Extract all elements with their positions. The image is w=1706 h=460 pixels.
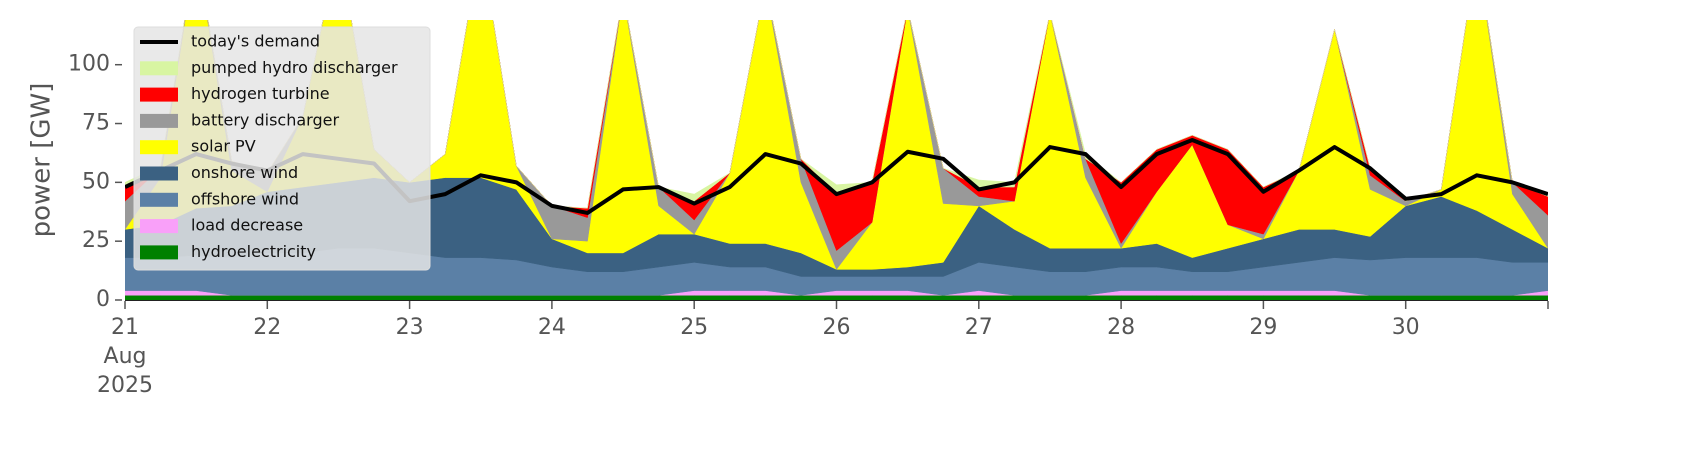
y-tick-label: 100 xyxy=(68,52,110,77)
x-tick-label: 22 xyxy=(253,315,282,340)
legend-label: onshore wind xyxy=(191,163,298,182)
x-tick-label: 26 xyxy=(822,315,851,340)
x-tick-label: 30 xyxy=(1391,315,1420,340)
area xyxy=(125,295,1548,301)
x-tick-label: 28 xyxy=(1107,315,1136,340)
axes: 0 25 50 75 100 xyxy=(68,52,1549,312)
y-tick-label: 75 xyxy=(82,111,110,136)
legend-label: pumped hydro discharger xyxy=(191,58,398,77)
y-tick-label: 25 xyxy=(82,228,110,253)
x-tick-label: 27 xyxy=(964,315,993,340)
y-tick-label: 0 xyxy=(96,287,110,312)
legend-swatch xyxy=(140,245,178,260)
legend-swatch xyxy=(140,192,178,207)
legend-label: offshore wind xyxy=(191,189,299,208)
x-tick-label: 29 xyxy=(1249,315,1278,340)
legend-swatch xyxy=(140,140,178,155)
legend-label: today's demand xyxy=(191,32,320,51)
legend-swatch xyxy=(140,113,178,128)
x-tick-label: 24 xyxy=(537,315,566,340)
legend-label: solar PV xyxy=(191,137,256,156)
legend-label: load decrease xyxy=(191,216,303,235)
legend-swatch xyxy=(140,87,178,102)
x-tick-label: 25 xyxy=(680,315,709,340)
legend-swatch xyxy=(140,61,178,76)
legend-box xyxy=(133,26,431,271)
legend-swatch xyxy=(140,166,178,181)
x-tick-label: 23 xyxy=(395,315,424,340)
y-tick-label: 50 xyxy=(82,169,110,194)
legend-label: hydroelectricity xyxy=(191,242,316,261)
legend-label: battery discharger xyxy=(191,110,339,129)
legend-label: hydrogen turbine xyxy=(191,84,330,103)
legend: today's demand pumped hydro discharger hyd… xyxy=(133,26,431,271)
y-axis-label: power [GW] xyxy=(27,83,57,238)
x-tick-label: 21 Aug 2025 xyxy=(97,315,153,398)
legend-swatch xyxy=(140,219,178,234)
